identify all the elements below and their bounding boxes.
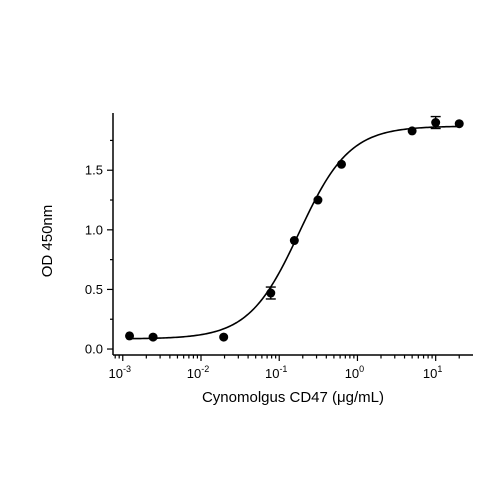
- y-tick-label: 0.5: [85, 282, 103, 297]
- y-axis: 0.0 0.5 1.0 1.5: [85, 113, 114, 357]
- data-point: [336, 159, 346, 169]
- fit-curve: [128, 125, 460, 340]
- x-axis: 10-3 10-2 10-1 100 101: [109, 354, 473, 381]
- y-tick-label: 1.0: [85, 222, 103, 237]
- data-point: [454, 119, 464, 129]
- y-axis-title: OD 450nm: [39, 205, 56, 278]
- data-point: [219, 332, 229, 342]
- data-point: [431, 118, 441, 128]
- data-point: [313, 195, 323, 205]
- x-tick-label: 101: [423, 364, 442, 381]
- y-tick-label: 1.5: [85, 163, 103, 178]
- x-tick-label: 100: [345, 364, 364, 381]
- data-point: [289, 236, 299, 246]
- y-tick-label: 0.0: [85, 342, 103, 357]
- data-point: [266, 288, 276, 298]
- x-tick-label: 10-3: [109, 364, 131, 381]
- x-tick-label: 10-2: [187, 364, 209, 381]
- data-point: [125, 331, 135, 341]
- data-point: [407, 126, 417, 136]
- fit-curve-layer: [128, 125, 460, 340]
- data-points-layer: [125, 115, 464, 342]
- x-tick-label: 10-1: [265, 364, 287, 381]
- data-point: [148, 332, 158, 342]
- x-axis-title: Cynomolgus CD47 (μg/mL): [202, 389, 384, 406]
